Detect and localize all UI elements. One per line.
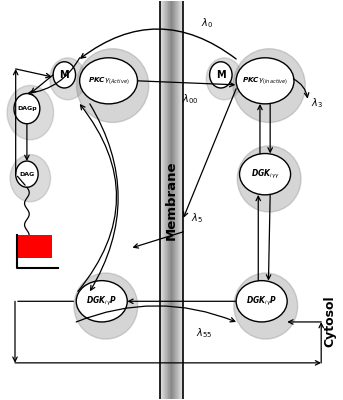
Bar <box>180 1 181 399</box>
Bar <box>166 1 167 399</box>
Bar <box>174 1 175 399</box>
Ellipse shape <box>76 281 127 322</box>
Circle shape <box>50 58 86 100</box>
Ellipse shape <box>233 49 305 122</box>
Bar <box>164 1 165 399</box>
Bar <box>170 1 171 399</box>
Text: M: M <box>60 70 69 80</box>
Bar <box>161 1 162 399</box>
Text: $\lambda_{55}$: $\lambda_{55}$ <box>196 326 212 340</box>
Bar <box>178 1 179 399</box>
Circle shape <box>10 154 50 202</box>
Text: $\lambda_0$: $\lambda_0$ <box>201 16 213 30</box>
Text: $\lambda_{00}$: $\lambda_{00}$ <box>182 92 198 106</box>
Ellipse shape <box>239 154 291 195</box>
Bar <box>171 1 172 399</box>
Text: DGK$_{i\gamma}$P: DGK$_{i\gamma}$P <box>246 295 277 308</box>
Circle shape <box>210 62 232 88</box>
Bar <box>172 1 173 399</box>
Circle shape <box>206 58 242 100</box>
Text: PKC$\gamma_{(inactive)}$: PKC$\gamma_{(inactive)}$ <box>242 76 288 86</box>
Circle shape <box>53 62 75 88</box>
Bar <box>181 1 182 399</box>
Bar <box>165 1 166 399</box>
Circle shape <box>14 94 40 124</box>
Bar <box>17 234 52 258</box>
Text: Cytosol: Cytosol <box>323 295 336 347</box>
Text: DGK$_{i\gamma\gamma}$: DGK$_{i\gamma\gamma}$ <box>251 168 280 181</box>
Text: DAG: DAG <box>19 172 35 177</box>
Ellipse shape <box>234 273 298 339</box>
Ellipse shape <box>236 58 294 104</box>
Bar <box>163 1 164 399</box>
Bar <box>173 1 174 399</box>
Bar <box>175 1 176 399</box>
Text: M: M <box>216 70 226 80</box>
Text: DGK$_{i\gamma}$P: DGK$_{i\gamma}$P <box>86 295 117 308</box>
Text: Membrane: Membrane <box>165 160 178 240</box>
Bar <box>179 1 180 399</box>
Text: DAGp: DAGp <box>17 106 37 111</box>
Circle shape <box>16 161 38 187</box>
Text: PKC$\gamma_{(Active)}$: PKC$\gamma_{(Active)}$ <box>88 76 129 86</box>
Bar <box>167 1 168 399</box>
Circle shape <box>7 86 54 140</box>
Bar <box>176 1 177 399</box>
Text: $\lambda_5$: $\lambda_5$ <box>191 211 203 225</box>
Bar <box>177 1 178 399</box>
Ellipse shape <box>237 146 301 212</box>
Bar <box>162 1 163 399</box>
Ellipse shape <box>74 273 138 339</box>
Ellipse shape <box>80 58 138 104</box>
Ellipse shape <box>236 281 287 322</box>
Bar <box>169 1 170 399</box>
Bar <box>168 1 169 399</box>
Ellipse shape <box>76 49 149 122</box>
Text: $\lambda_3$: $\lambda_3$ <box>311 96 323 110</box>
